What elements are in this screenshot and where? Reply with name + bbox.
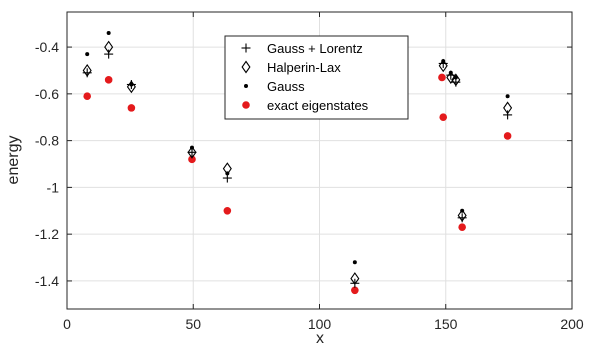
data-point <box>222 173 232 183</box>
legend-entry-gauss-lorentz: Gauss + Lorentz <box>267 41 363 56</box>
y-axis-label: energy <box>5 136 22 185</box>
legend-entry-halperin-lax: Halperin-Lax <box>267 60 341 75</box>
data-point <box>351 286 359 295</box>
x-tick-label: 0 <box>63 316 71 332</box>
legend-box <box>224 35 409 120</box>
series-3 <box>83 73 512 295</box>
y-tick-label: -1 <box>47 179 60 195</box>
data-point <box>438 58 448 68</box>
data-point <box>457 213 467 223</box>
x-tick-label: 200 <box>560 316 584 332</box>
legend-symbols <box>241 43 251 109</box>
data-point <box>451 77 461 87</box>
data-point <box>503 132 512 140</box>
y-tick-label: -0.8 <box>35 133 59 149</box>
data-point <box>187 145 197 159</box>
data-point <box>223 206 232 215</box>
axis-ticks: 0 50 100 150 200 -1.4 -1.2 -1 -0.8 -0.6 -0.4 <box>35 12 584 332</box>
data-point <box>104 76 113 84</box>
y-tick-label: -0.6 <box>35 86 59 102</box>
legend-symbol <box>241 60 251 74</box>
y-tick-label: -0.4 <box>35 39 59 55</box>
x-axis-label: x <box>316 330 324 347</box>
legend-symbol <box>242 101 250 109</box>
data-point <box>458 223 466 231</box>
legend-symbol <box>244 84 248 88</box>
legend-entry-gauss: Gauss <box>267 79 305 94</box>
data-point <box>82 68 92 78</box>
data-point <box>350 278 360 288</box>
data-point <box>188 155 196 164</box>
data-point <box>352 260 357 265</box>
data-point <box>446 70 456 80</box>
data-point <box>85 52 90 57</box>
series-0 <box>82 49 513 288</box>
data-points <box>82 31 513 295</box>
data-point <box>106 31 111 36</box>
legend-entry-exact-eigenstates: exact eigenstates <box>267 98 369 113</box>
data-point <box>503 110 513 120</box>
data-point <box>126 79 136 89</box>
x-tick-label: 50 <box>185 316 201 332</box>
data-point <box>438 73 446 82</box>
y-tick-label: -1.2 <box>35 226 59 242</box>
data-point <box>439 113 448 122</box>
data-point <box>104 49 114 59</box>
data-point <box>127 104 136 112</box>
data-point <box>505 94 510 99</box>
legend: Gauss + Lorentz Halperin-Lax Gauss exact… <box>224 35 409 120</box>
data-point <box>83 92 91 100</box>
y-tick-label: -1.4 <box>35 273 59 289</box>
x-tick-label: 150 <box>434 316 458 332</box>
legend-symbol <box>241 43 251 53</box>
data-point <box>187 147 197 157</box>
x-tick-label: 100 <box>308 316 332 332</box>
